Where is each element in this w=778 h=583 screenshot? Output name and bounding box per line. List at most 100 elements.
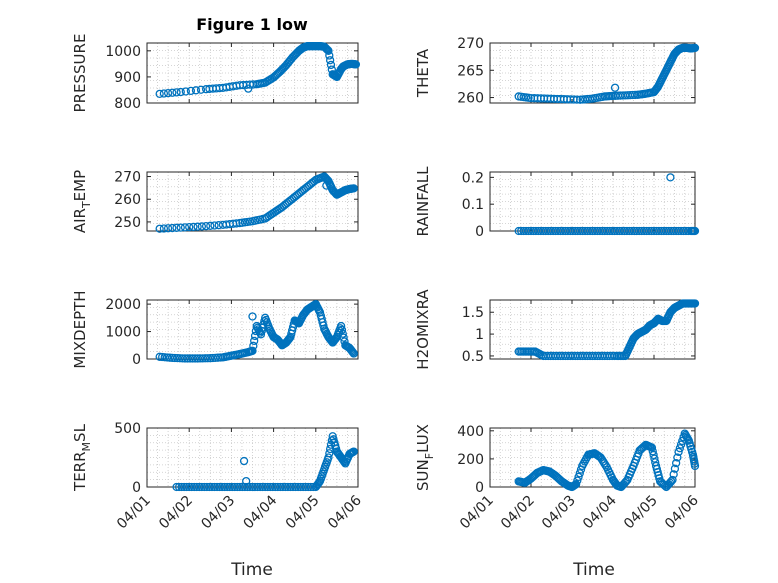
- data-point: [574, 472, 583, 482]
- y-axis-label: TERRMSL: [71, 423, 93, 492]
- data-point: [172, 223, 181, 232]
- data-point: [214, 221, 223, 230]
- data-point: [673, 453, 682, 462]
- data-point: [671, 458, 681, 468]
- data-point: [155, 89, 164, 99]
- data-point: [601, 461, 610, 470]
- y-axis-label: SUNFLUX: [414, 424, 436, 491]
- data-point: [176, 223, 185, 232]
- subplot-air-temp: 250 260 270 AIRTEMP: [71, 170, 359, 233]
- y-tick-label: 0: [132, 352, 141, 368]
- subplot-theta: 260 265 270 THETA: [414, 36, 700, 107]
- y-tick-label: 0.1: [462, 197, 484, 213]
- data-point: [348, 348, 358, 357]
- data-point: [667, 477, 676, 486]
- data-point: [690, 461, 700, 471]
- y-axis-label: THETA: [414, 48, 432, 98]
- y-tick-label: 0: [475, 224, 484, 240]
- axes-frame: [489, 171, 696, 232]
- data-point-outlier: [248, 312, 257, 321]
- data-point: [575, 469, 584, 478]
- y-axis-label: MIXDEPTH: [71, 290, 89, 368]
- y-axis-label: PRESSURE: [71, 34, 89, 113]
- axes-frame: [146, 171, 359, 232]
- data-point-outlier: [322, 181, 331, 190]
- data-point: [670, 464, 680, 473]
- data-point: [163, 224, 173, 233]
- y-tick-label: 270: [457, 36, 484, 52]
- data-point: [573, 476, 582, 485]
- data-point: [349, 447, 358, 456]
- x-axis-label-left: Time: [230, 560, 273, 580]
- y-tick-label: 800: [114, 96, 141, 112]
- data-point: [325, 56, 335, 65]
- data-point: [326, 60, 336, 70]
- y-tick-label: 2000: [105, 297, 141, 313]
- y-tick-label: 1000: [105, 44, 141, 60]
- y-tick-label: 1: [475, 327, 484, 343]
- y-tick-label: 250: [114, 215, 141, 231]
- data-point: [176, 87, 185, 97]
- y-tick-label: 265: [457, 63, 484, 79]
- data-point: [249, 341, 258, 350]
- data-point-outlier: [239, 456, 249, 466]
- y-axis-label: AIRTEMP: [71, 170, 93, 233]
- data-point: [163, 88, 173, 98]
- data-point: [321, 44, 331, 53]
- data-point: [690, 43, 700, 53]
- data-point: [325, 51, 334, 60]
- data-point: [189, 222, 198, 232]
- data-point: [621, 477, 631, 486]
- y-axis-label: H2OMIXRA: [414, 289, 432, 370]
- y-tick-label: 260: [114, 192, 141, 208]
- data-point: [336, 321, 346, 331]
- x-axis-label-right: Time: [572, 560, 615, 580]
- subplot-rainfall: 0 0.1 0.2 RAINFALL: [414, 166, 700, 240]
- y-tick-label: 0.2: [462, 170, 484, 186]
- y-tick-label: 900: [114, 70, 141, 86]
- data-point: [325, 449, 334, 458]
- axes-frame: [146, 42, 359, 104]
- data-point: [314, 479, 323, 488]
- axes-frame: [146, 427, 359, 488]
- data-point: [572, 95, 582, 104]
- data-point: [201, 221, 211, 231]
- y-tick-label: 0: [132, 480, 141, 496]
- data-point: [159, 89, 169, 98]
- data-point: [324, 46, 333, 55]
- data-point: [669, 470, 678, 479]
- data-point: [191, 86, 201, 95]
- data-point: [197, 222, 207, 231]
- data-point: [676, 440, 686, 449]
- data-point-outlier: [666, 173, 675, 182]
- data-point: [159, 224, 169, 233]
- data-point: [250, 336, 259, 346]
- data-point: [339, 333, 348, 342]
- data-point: [181, 87, 190, 96]
- data-point: [324, 453, 333, 462]
- data-point-outlier: [244, 84, 253, 93]
- y-tick-label: 500: [114, 421, 141, 437]
- data-point: [690, 226, 700, 236]
- y-tick-label: 1.5: [462, 305, 484, 321]
- data-point: [210, 221, 219, 230]
- data-point-outlier: [242, 476, 251, 486]
- y-tick-label: 1000: [105, 325, 141, 341]
- data-point: [690, 299, 700, 308]
- data-point: [180, 223, 190, 232]
- data-point: [571, 480, 581, 489]
- data-point: [349, 349, 358, 358]
- axes-frame: [146, 299, 359, 360]
- data-point: [349, 184, 358, 193]
- data-point: [674, 447, 683, 457]
- data-point: [337, 325, 347, 335]
- data-point: [216, 353, 225, 362]
- y-tick-label: 400: [457, 424, 484, 440]
- figure-title: Figure 1 low: [196, 15, 308, 34]
- data-point: [347, 347, 357, 356]
- subplot-pressure: 800 900 1000 PRESSURE: [71, 34, 361, 113]
- data-point: [186, 86, 196, 96]
- data-point: [351, 60, 361, 69]
- y-tick-label: 270: [114, 170, 141, 186]
